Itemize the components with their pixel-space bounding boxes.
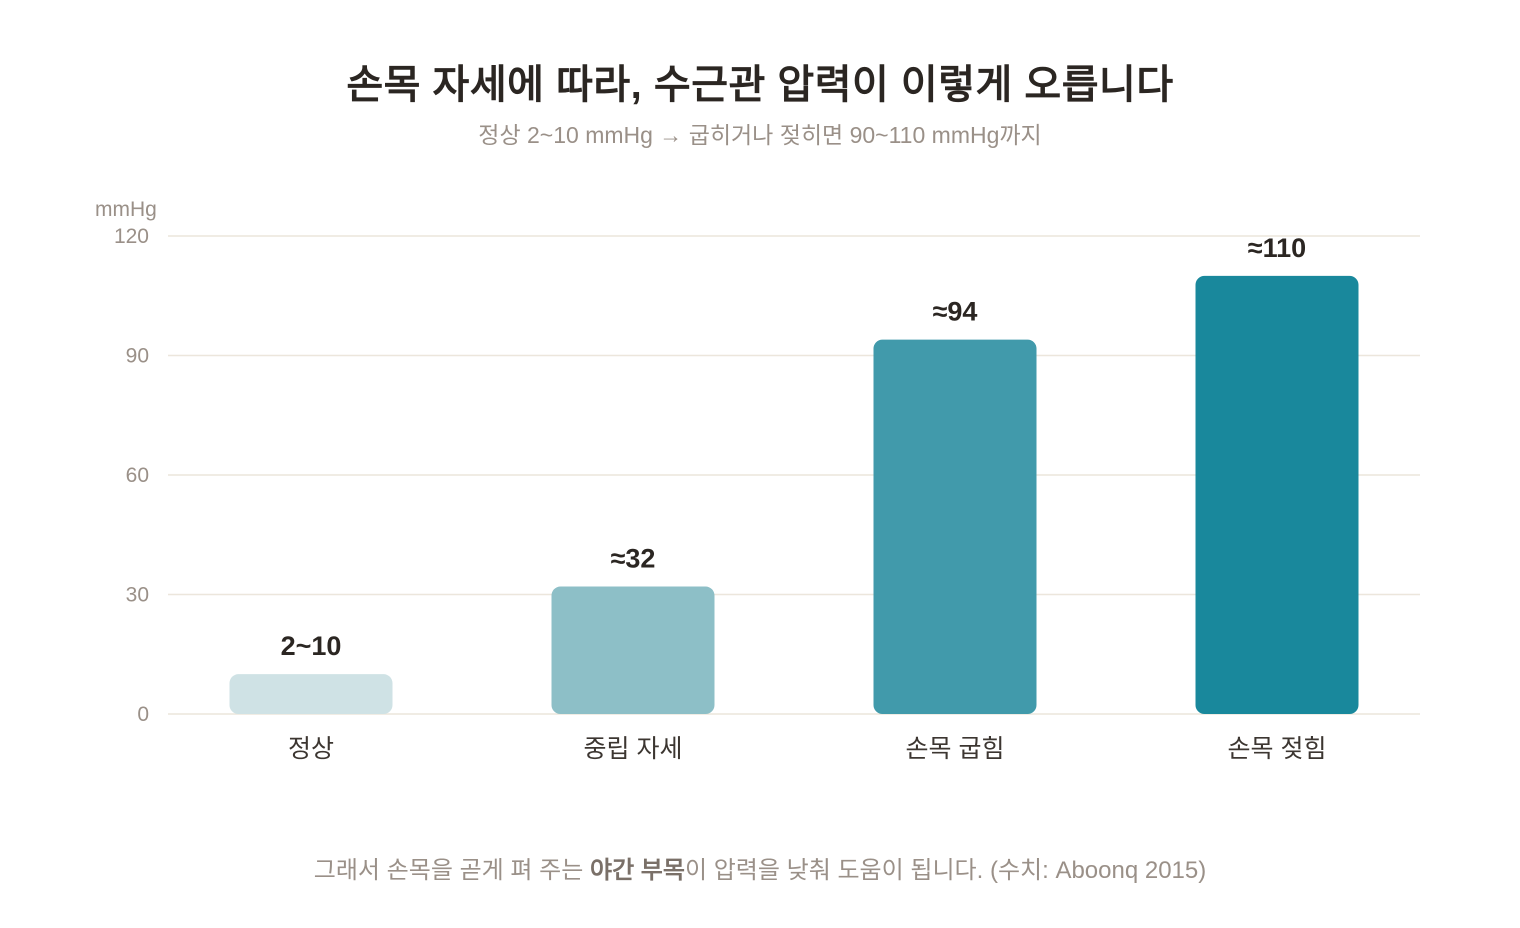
footer-highlight: 야간 부목 [589,857,685,884]
bar [1195,275,1359,714]
bar [551,586,715,714]
footer-text-after: 이 압력을 낮춰 도움이 됩니다. (수치: Aboonq 2015) [684,857,1207,884]
data-label: 2~10 [281,631,342,661]
y-tick-label: 120 [114,225,149,248]
y-tick-label: 60 [126,464,149,487]
data-label: ≈94 [933,297,978,327]
x-category-label: 정상 [288,735,334,763]
bar [229,674,393,714]
y-tick-label: 90 [126,345,149,368]
y-axis-ticks: 0 30 60 90 120 [114,225,149,726]
data-label: ≈110 [1248,233,1306,263]
bars [229,275,1359,714]
footer-note: 그래서 손목을 곧게 펴 주는 야간 부목이 압력을 낮춰 도움이 됩니다. (… [0,850,1520,885]
y-axis-unit-label: mmHg [95,198,157,221]
value-labels: 2~10 ≈32 ≈94 ≈110 [281,233,1307,661]
chart-subtitle: 정상 2~10 mmHg → 굽히거나 젖히면 90~110 mmHg까지 [478,122,1042,148]
x-category-label: 손목 굽힘 [906,735,1005,763]
x-category-label: 손목 젖힘 [1228,735,1327,763]
chart-title: 손목 자세에 따라, 수근관 압력이 이렇게 오릅니다 [346,63,1174,107]
category-labels: 정상 중립 자세 손목 굽힘 손목 젖힘 [288,735,1326,763]
x-category-label: 중립 자세 [584,735,683,763]
y-tick-label: 0 [137,703,149,726]
footer-text-before: 그래서 손목을 곧게 펴 주는 [313,857,590,884]
y-tick-label: 30 [126,584,149,607]
data-label: ≈32 [611,544,656,574]
bar-chart: 0 30 60 90 120 mmHg 2~10 ≈32 ≈94 ≈110 정상 중립 자세 손목… [95,198,1420,763]
bar [873,339,1037,714]
